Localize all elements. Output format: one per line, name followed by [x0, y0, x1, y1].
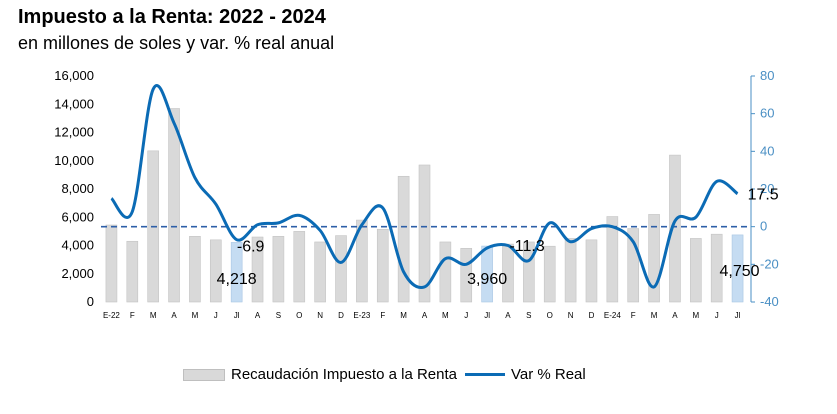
- bar: [543, 245, 556, 303]
- bar: [710, 233, 723, 303]
- bar: [731, 234, 744, 303]
- data-label: 3,960: [467, 271, 507, 288]
- right-tick-label: 20: [760, 181, 774, 196]
- x-tick-label: N: [568, 311, 574, 320]
- data-label: -11.3: [509, 238, 544, 255]
- x-tick-label: A: [672, 311, 678, 320]
- x-tick-label: J: [715, 311, 719, 320]
- x-tick-label: A: [171, 311, 177, 320]
- x-tick-label: O: [296, 311, 302, 320]
- right-tick-label: 40: [760, 143, 774, 158]
- left-tick-label: 4,000: [61, 238, 94, 253]
- x-axis-ticks: E-22 F M A M J Jl A S O N D E-23 F M A M J Jl A S O N D E-24 F M A M…: [103, 311, 741, 320]
- bar: [627, 228, 640, 303]
- left-tick-label: 12,000: [54, 125, 94, 140]
- left-tick-label: 0: [87, 294, 94, 309]
- bar: [564, 238, 577, 303]
- left-tick-label: 8,000: [61, 181, 94, 196]
- x-tick-label: S: [526, 311, 531, 320]
- x-tick-label: A: [422, 311, 428, 320]
- bar: [585, 239, 598, 303]
- legend: Recaudación Impuesto a la Renta Var % Re…: [183, 366, 586, 383]
- bar: [209, 239, 222, 303]
- x-tick-label: E-24: [604, 311, 621, 320]
- x-tick-label: M: [192, 311, 199, 320]
- bar: [251, 236, 264, 303]
- bar: [126, 240, 139, 303]
- right-tick-label: -40: [760, 294, 779, 309]
- bar: [335, 235, 347, 303]
- x-tick-label: M: [442, 311, 449, 320]
- left-tick-label: 10,000: [54, 153, 94, 168]
- left-tick-label: 2,000: [61, 266, 94, 281]
- x-tick-label: E-23: [353, 311, 370, 320]
- bar-series: [105, 108, 744, 303]
- x-tick-label: E-22: [103, 311, 120, 320]
- right-tick-label: -20: [760, 256, 779, 271]
- bar: [481, 245, 493, 303]
- right-tick-label: 60: [760, 106, 774, 121]
- x-tick-label: J: [464, 311, 468, 320]
- bar: [418, 164, 431, 303]
- x-tick-label: M: [651, 311, 658, 320]
- right-tick-label: 80: [760, 68, 774, 83]
- bar: [690, 238, 702, 303]
- bar: [293, 231, 306, 303]
- left-tick-label: 16,000: [54, 68, 94, 83]
- x-tick-label: F: [380, 311, 385, 320]
- bar: [168, 108, 180, 303]
- chart-subtitle: en millones de soles y var. % real anual: [18, 33, 335, 53]
- bar: [356, 219, 368, 303]
- x-tick-label: M: [150, 311, 157, 320]
- var-real-line: [110, 84, 739, 289]
- data-label: 4,218: [217, 271, 257, 288]
- data-labels: 4,218 -6.9 3,960-11.3 4,750 17.5: [217, 187, 779, 288]
- x-tick-label: F: [631, 311, 636, 320]
- x-tick-label: M: [400, 311, 407, 320]
- legend-bar-swatch: [183, 368, 225, 381]
- bar: [272, 236, 285, 303]
- x-tick-label: D: [338, 311, 344, 320]
- bar: [314, 241, 326, 303]
- right-axis-ticks: -40 -20 0 20 40 60 80: [750, 68, 779, 309]
- legend-line-swatch: [464, 373, 505, 376]
- right-tick-label: 0: [760, 219, 767, 234]
- x-tick-label: A: [255, 311, 261, 320]
- bar: [460, 248, 473, 303]
- x-tick-label: N: [317, 311, 323, 320]
- legend-line-label: Var % Real: [510, 366, 586, 383]
- x-tick-label: Jl: [234, 311, 240, 320]
- bar: [523, 241, 535, 303]
- bar: [189, 236, 201, 303]
- line-series: [110, 84, 739, 289]
- bar: [439, 241, 452, 303]
- legend-bar-label: Recaudación Impuesto a la Renta: [231, 366, 457, 383]
- data-label: 17.5: [748, 187, 779, 204]
- x-tick-label: M: [692, 311, 699, 320]
- x-tick-label: S: [276, 311, 281, 320]
- data-label: -6.9: [237, 239, 265, 256]
- left-tick-label: 14,000: [54, 96, 94, 111]
- x-tick-label: Jl: [484, 311, 490, 320]
- x-tick-label: A: [505, 311, 511, 320]
- chart-title: Impuesto a la Renta: 2022 - 2024: [18, 6, 326, 28]
- left-tick-label: 6,000: [61, 209, 94, 224]
- left-axis-ticks: 0 2,000 4,000 6,000 8,000 10,000 12,000 14,000 1…: [54, 68, 94, 309]
- x-tick-label: O: [547, 311, 553, 320]
- bar: [397, 175, 410, 303]
- data-label: 4,750: [720, 263, 760, 280]
- x-tick-label: Jl: [735, 311, 741, 320]
- bar: [648, 214, 660, 303]
- bar: [606, 216, 619, 303]
- bar: [105, 224, 118, 303]
- x-tick-label: J: [214, 311, 218, 320]
- bar: [669, 154, 681, 303]
- x-tick-label: F: [130, 311, 135, 320]
- x-tick-label: D: [589, 311, 595, 320]
- bar: [230, 242, 243, 303]
- bar: [376, 228, 389, 303]
